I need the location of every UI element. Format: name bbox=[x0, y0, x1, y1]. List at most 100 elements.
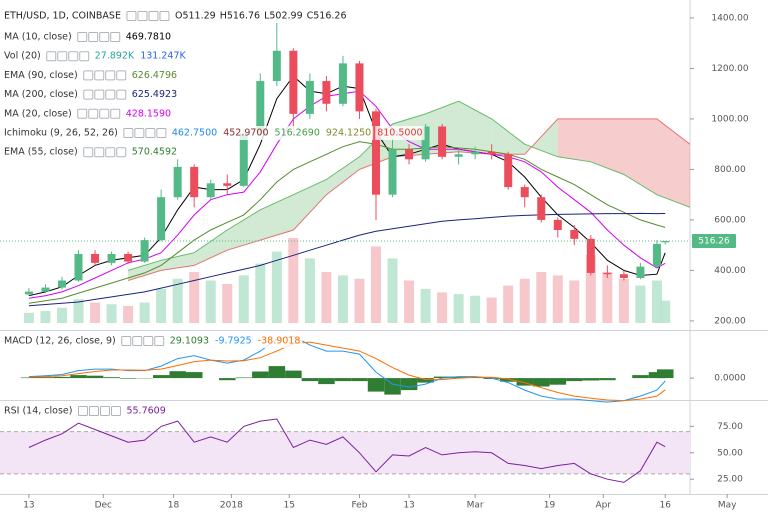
x-tick-label: 16 bbox=[659, 501, 671, 511]
cloud-fill bbox=[293, 179, 327, 230]
volume-bar bbox=[189, 272, 200, 323]
legend-icon[interactable] bbox=[123, 128, 134, 138]
legend-text: ETH/USD, 1D, COINBASE bbox=[4, 11, 121, 22]
legend-text: 462.7500 bbox=[172, 128, 217, 139]
legend-text: -38.9018 bbox=[258, 336, 301, 347]
histogram-bar bbox=[351, 378, 368, 382]
y-tick-label: 800.00 bbox=[714, 165, 746, 175]
candle-body bbox=[570, 230, 579, 239]
ma-line bbox=[28, 212, 666, 307]
legend-icon[interactable] bbox=[77, 108, 88, 119]
legend-icon[interactable] bbox=[79, 51, 90, 62]
cloud-fill bbox=[557, 118, 591, 162]
legend-icon[interactable] bbox=[159, 11, 170, 21]
candle-body bbox=[388, 149, 397, 195]
legend-bg bbox=[169, 126, 220, 140]
legend-icon[interactable] bbox=[134, 128, 145, 138]
histogram-bar bbox=[466, 377, 484, 379]
legend-icon[interactable] bbox=[145, 128, 156, 138]
legend-icon[interactable] bbox=[105, 89, 116, 100]
legend-icon[interactable] bbox=[83, 147, 94, 158]
candle-body bbox=[454, 154, 463, 157]
legend-icon[interactable] bbox=[116, 147, 127, 158]
legend-icon[interactable] bbox=[88, 32, 99, 42]
legend-bg bbox=[2, 126, 120, 140]
ma-line bbox=[28, 90, 666, 299]
legend-icon[interactable] bbox=[143, 336, 154, 346]
legend-text: -9.7925 bbox=[215, 336, 252, 347]
legend-icon[interactable] bbox=[77, 406, 88, 416]
histogram-bar bbox=[450, 376, 467, 379]
legend-icon[interactable] bbox=[110, 108, 121, 119]
legend-icon[interactable] bbox=[94, 147, 105, 158]
legend-icon[interactable] bbox=[148, 11, 159, 21]
x-tick-label: Apr bbox=[595, 501, 611, 511]
legend-icon[interactable] bbox=[83, 89, 94, 100]
legend-bg bbox=[262, 9, 305, 23]
histogram-bar bbox=[70, 375, 87, 379]
volume-bar bbox=[635, 285, 646, 323]
volume-bar bbox=[337, 275, 348, 323]
legend-icon[interactable] bbox=[77, 32, 88, 42]
candle-body bbox=[553, 219, 562, 231]
legend-icon[interactable] bbox=[88, 406, 99, 416]
y-tick-label: 1000.00 bbox=[711, 114, 748, 124]
legend-text: MA (200, close) bbox=[4, 89, 78, 100]
legend-icon[interactable] bbox=[99, 32, 110, 42]
histogram-bar bbox=[86, 375, 104, 379]
legend-icon[interactable] bbox=[156, 128, 167, 138]
histogram-bar bbox=[285, 370, 302, 379]
legend-icon[interactable] bbox=[110, 32, 121, 42]
legend-icon[interactable] bbox=[94, 89, 105, 100]
legend-text: 516.2690 bbox=[275, 128, 320, 139]
legend-text: MA (20, close) bbox=[4, 108, 72, 119]
legend-bg bbox=[2, 106, 74, 121]
histogram-bar bbox=[219, 378, 236, 381]
legend-icon[interactable] bbox=[154, 336, 165, 346]
legend-icon[interactable] bbox=[88, 108, 99, 119]
legend-icon[interactable] bbox=[94, 70, 105, 81]
legend-icon[interactable] bbox=[126, 11, 137, 21]
x-tick-label: 13 bbox=[23, 501, 34, 511]
volume-bar bbox=[552, 275, 563, 323]
legend-text: 810.5000 bbox=[377, 128, 422, 139]
legend-icon[interactable] bbox=[116, 70, 127, 81]
histogram-bar bbox=[384, 378, 401, 395]
legend-icon[interactable] bbox=[132, 336, 143, 346]
candle-body bbox=[289, 50, 298, 114]
legend-icon[interactable] bbox=[99, 406, 110, 416]
legend-icon[interactable] bbox=[105, 70, 116, 81]
y-tick-label: 1400.00 bbox=[711, 13, 748, 23]
legend-icon[interactable] bbox=[121, 336, 132, 346]
legend-text: EMA (90, close) bbox=[4, 70, 78, 81]
histogram-bar bbox=[582, 378, 600, 381]
volume-bar bbox=[23, 312, 34, 323]
candle-body bbox=[41, 287, 50, 292]
legend-icon[interactable] bbox=[83, 70, 94, 81]
histogram-bar bbox=[417, 378, 434, 383]
legend-bg bbox=[2, 334, 118, 348]
legend-icon[interactable] bbox=[137, 11, 148, 21]
rsi-line bbox=[28, 418, 666, 483]
volume-bar bbox=[90, 302, 101, 323]
legend-icon[interactable] bbox=[105, 147, 116, 158]
candle-body bbox=[223, 183, 232, 186]
legend-bg bbox=[255, 334, 303, 348]
legend-bg bbox=[138, 49, 188, 64]
legend-icon[interactable] bbox=[116, 89, 127, 100]
legend-icon[interactable] bbox=[68, 51, 79, 62]
candle-body bbox=[661, 241, 670, 243]
legend-bg bbox=[129, 68, 180, 83]
legend-text: 131.247K bbox=[140, 51, 186, 62]
histogram-bar bbox=[334, 378, 352, 382]
legend-bg bbox=[124, 404, 168, 418]
cloud-fill bbox=[623, 118, 657, 195]
legend-icon[interactable] bbox=[57, 51, 68, 62]
legend-text: C516.26 bbox=[307, 11, 347, 22]
x-tick-label: May bbox=[718, 501, 737, 511]
legend-icon[interactable] bbox=[110, 406, 121, 416]
legend-icon[interactable] bbox=[99, 108, 110, 119]
legend-text: 452.9700 bbox=[223, 128, 268, 139]
legend-bg bbox=[123, 106, 174, 121]
legend-icon[interactable] bbox=[46, 51, 57, 62]
